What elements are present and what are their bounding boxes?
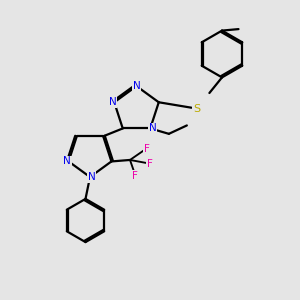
Text: F: F [144,144,149,154]
Text: S: S [193,103,200,114]
Text: N: N [63,157,71,166]
Text: N: N [88,172,95,182]
Text: F: F [133,171,138,181]
Text: N: N [149,123,157,134]
Text: N: N [133,81,140,91]
Text: N: N [109,97,117,107]
Text: F: F [147,159,152,169]
